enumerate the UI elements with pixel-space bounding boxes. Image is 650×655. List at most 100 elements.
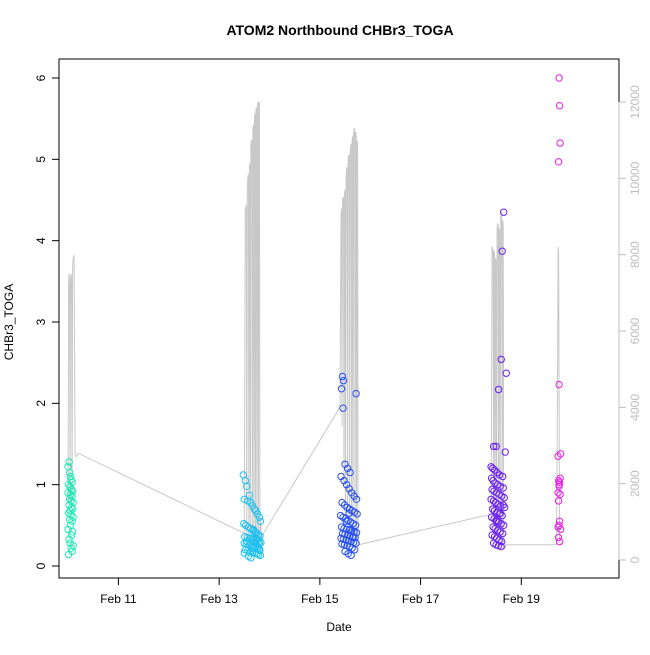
data-point — [501, 448, 509, 456]
data-point — [342, 517, 350, 525]
y2-tick-label: 4000 — [628, 394, 642, 421]
data-point — [345, 509, 353, 517]
data-point — [494, 385, 503, 394]
data-point — [247, 554, 255, 562]
y-tick-label: 0 — [34, 562, 48, 569]
data-point — [340, 476, 348, 485]
data-point — [255, 540, 264, 548]
data-point — [68, 517, 76, 525]
data-point — [256, 551, 265, 560]
data-point — [345, 485, 353, 493]
data-point — [339, 404, 347, 412]
data-point — [253, 535, 262, 543]
data-point — [66, 521, 75, 529]
data-point — [68, 528, 77, 536]
data-point — [65, 535, 73, 543]
data-point — [556, 450, 565, 458]
data-point — [65, 458, 73, 466]
y-tick-label: 1 — [34, 481, 48, 488]
data-point — [256, 517, 265, 525]
data-point — [555, 482, 563, 490]
data-point — [554, 158, 563, 166]
data-point — [490, 466, 499, 474]
x-tick-label: Feb 13 — [200, 592, 238, 606]
data-point — [496, 509, 504, 517]
x-axis-title: Date — [326, 620, 352, 634]
y-tick-label: 4 — [34, 237, 48, 244]
data-point — [67, 544, 75, 552]
data-point — [498, 511, 506, 520]
y-tick-label: 2 — [34, 400, 48, 407]
data-point — [555, 102, 564, 110]
data-point — [340, 501, 349, 509]
right-axis-line-layer — [67, 101, 562, 553]
data-point — [352, 529, 361, 537]
x-axis: Feb 11 Feb 13 Feb 15 Feb 17 Feb 19 — [100, 577, 541, 606]
data-point — [353, 510, 361, 518]
data-point — [492, 442, 500, 451]
data-point — [69, 542, 77, 550]
data-point — [251, 529, 260, 537]
series-4-points — [554, 74, 565, 546]
y-axis-title: CHBr3_TOGA — [2, 284, 16, 360]
data-point — [497, 355, 505, 364]
y-axis: 0 1 2 3 4 5 6 — [34, 74, 60, 569]
data-point — [352, 389, 360, 398]
data-point — [66, 472, 75, 481]
data-point — [499, 529, 507, 538]
series-2-points — [336, 372, 361, 560]
data-point — [497, 542, 505, 551]
x-tick-label: Feb 17 — [402, 592, 440, 606]
data-point — [338, 498, 346, 507]
data-point — [556, 525, 565, 534]
data-point — [346, 525, 354, 534]
data-point — [555, 380, 563, 389]
data-point — [556, 139, 564, 147]
data-point — [255, 513, 264, 521]
y2-tick-label: 6000 — [628, 317, 642, 344]
data-point — [351, 533, 359, 542]
data-point — [499, 472, 507, 481]
y2-tick-label: 2000 — [628, 470, 642, 497]
y2-tick-label: 12000 — [628, 85, 642, 119]
data-point — [337, 385, 346, 393]
data-point — [64, 525, 72, 534]
y-tick-label: 3 — [34, 318, 48, 325]
y2-tick-label: 0 — [628, 556, 642, 563]
x-tick-label: Feb 19 — [503, 592, 541, 606]
data-point — [500, 521, 508, 529]
series-1-points — [239, 471, 265, 562]
data-point — [499, 501, 507, 509]
chart-title: ATOM2 Northbound CHBr3_TOGA — [226, 22, 453, 38]
data-point — [554, 533, 563, 542]
data-point — [346, 468, 354, 477]
data-point — [498, 247, 506, 255]
data-point — [554, 523, 562, 531]
series-3-points — [487, 208, 510, 551]
data-point — [67, 531, 76, 539]
axis-layer: Feb 11 Feb 13 Feb 15 Feb 17 Feb 19 0 1 2 3 4 5 6 0 20… — [34, 74, 642, 606]
data-point — [65, 468, 74, 477]
data-point — [343, 464, 352, 473]
data-point — [555, 521, 563, 529]
data-point — [554, 476, 563, 485]
data-point — [67, 503, 76, 512]
data-point — [64, 550, 73, 559]
data-point — [555, 537, 564, 546]
y-tick-label: 5 — [34, 156, 48, 163]
data-point — [500, 208, 508, 216]
data-point — [243, 482, 251, 490]
data-point — [342, 481, 351, 489]
y2-tick-label: 10000 — [628, 161, 642, 195]
data-point — [352, 495, 361, 503]
data-point — [339, 376, 348, 385]
data-point — [341, 460, 349, 468]
data-point — [350, 546, 359, 554]
y2-tick-label: 8000 — [628, 241, 642, 268]
data-point — [347, 551, 355, 560]
data-point — [338, 372, 347, 381]
data-point — [555, 74, 563, 82]
scatter-point-layer — [64, 74, 565, 562]
